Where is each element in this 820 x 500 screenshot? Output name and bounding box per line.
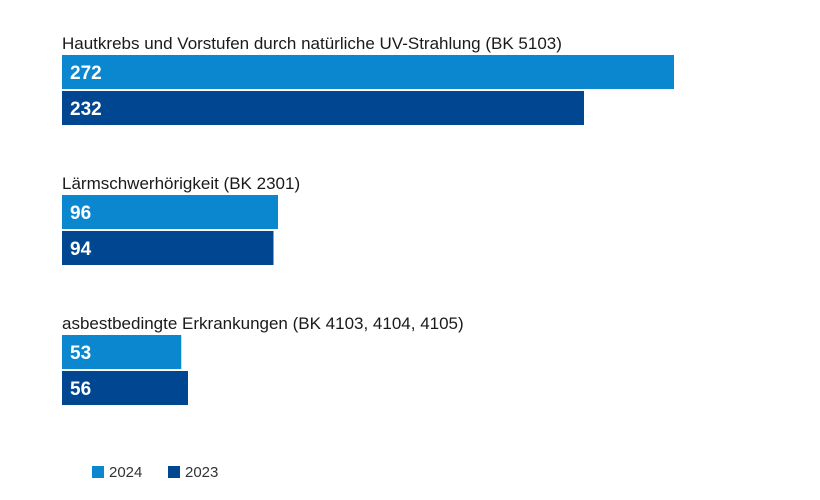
- legend-swatch-2023: [168, 466, 180, 478]
- bar-2023: [62, 91, 584, 125]
- bar-value-label: 232: [70, 99, 102, 120]
- bar-2024: [62, 195, 278, 229]
- bar-2023: [62, 371, 188, 405]
- category-group: asbestbedingte Erkrankungen (BK 4103, 41…: [62, 314, 464, 405]
- bar-value-label: 272: [70, 63, 102, 84]
- bar-2024: [62, 335, 182, 369]
- bar-value-label: 96: [70, 203, 91, 224]
- bar-value-label: 53: [70, 343, 91, 364]
- category-group: Hautkrebs und Vorstufen durch natürliche…: [62, 34, 674, 125]
- bar-2024: [62, 55, 674, 89]
- legend: 2024 2023: [92, 464, 218, 481]
- bar-value-label: 94: [70, 239, 92, 260]
- category-group: Lärmschwerhörigkeit (BK 2301) 96 94: [62, 174, 300, 265]
- legend-label: 2023: [185, 464, 218, 481]
- category-label: Lärmschwerhörigkeit (BK 2301): [62, 174, 300, 193]
- category-label: asbestbedingte Erkrankungen (BK 4103, 41…: [62, 314, 464, 333]
- legend-swatch-2024: [92, 466, 104, 478]
- category-label: Hautkrebs und Vorstufen durch natürliche…: [62, 34, 562, 53]
- legend-label: 2024: [109, 464, 142, 481]
- bar-value-label: 56: [70, 379, 91, 400]
- bar-2023: [62, 231, 274, 265]
